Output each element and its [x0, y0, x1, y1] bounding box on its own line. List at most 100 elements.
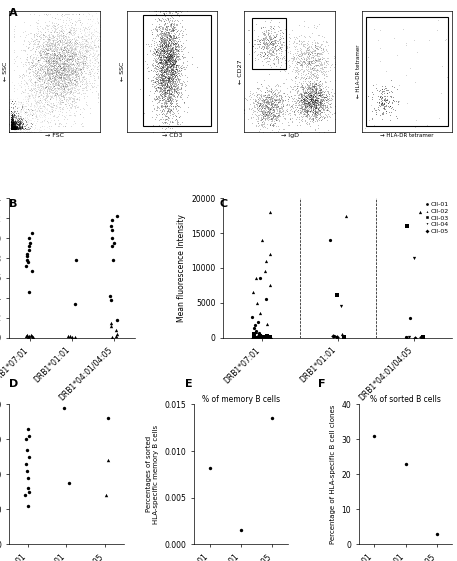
Point — [164, 63, 171, 72]
Point — [87, 68, 95, 77]
Point — [55, 72, 63, 81]
Point — [52, 45, 59, 54]
Point — [52, 76, 59, 85]
Point — [8, 121, 15, 130]
Point — [43, 63, 51, 72]
Point — [37, 53, 44, 62]
Point — [82, 59, 89, 68]
Point — [55, 77, 63, 86]
Point — [310, 71, 318, 80]
Point — [306, 101, 313, 110]
Point — [57, 54, 64, 63]
Point — [5, 126, 13, 135]
Point — [40, 84, 47, 93]
Point — [161, 57, 169, 66]
Point — [158, 30, 165, 39]
Point — [172, 57, 179, 66]
Point — [47, 66, 54, 75]
Point — [303, 93, 310, 102]
Point — [49, 38, 57, 47]
Point — [160, 33, 167, 42]
Point — [8, 123, 15, 132]
Point — [308, 94, 315, 103]
Point — [292, 56, 299, 65]
Point — [158, 34, 165, 43]
Point — [302, 59, 309, 68]
Point — [85, 25, 92, 34]
Point — [170, 88, 178, 97]
Point — [159, 123, 166, 132]
Point — [69, 97, 76, 106]
Point — [34, 83, 42, 92]
Point — [62, 52, 69, 61]
Point — [95, 49, 102, 58]
Point — [5, 119, 13, 128]
Point — [319, 99, 326, 108]
Point — [157, 53, 165, 62]
Point — [172, 62, 180, 71]
Point — [94, 58, 101, 67]
Point — [49, 22, 56, 31]
Point — [40, 43, 47, 52]
Point — [9, 111, 16, 120]
Point — [38, 80, 45, 89]
Point — [309, 98, 316, 107]
Point — [180, 99, 187, 108]
Point — [8, 117, 16, 126]
Point — [310, 107, 318, 116]
Point — [325, 56, 332, 65]
Point — [267, 91, 274, 100]
Point — [154, 102, 161, 111]
Point — [25, 85, 32, 94]
Point — [266, 103, 274, 112]
Point — [171, 25, 178, 34]
Point — [293, 57, 300, 66]
Point — [58, 55, 65, 64]
Point — [168, 21, 175, 30]
Point — [95, 42, 102, 51]
Point — [28, 85, 36, 94]
Point — [333, 333, 340, 342]
Point — [44, 45, 52, 54]
Point — [42, 48, 49, 57]
Point — [96, 20, 103, 29]
Point — [5, 99, 13, 108]
Point — [159, 89, 167, 98]
Point — [310, 48, 317, 57]
Point — [73, 66, 80, 75]
Point — [46, 66, 53, 75]
Point — [309, 105, 317, 114]
Point — [313, 72, 320, 81]
Point — [75, 45, 82, 54]
Point — [8, 124, 16, 133]
Point — [269, 30, 276, 39]
Point — [269, 414, 276, 423]
Point — [268, 100, 276, 109]
Point — [156, 58, 163, 67]
Point — [53, 57, 61, 66]
Point — [48, 85, 55, 94]
Point — [161, 74, 169, 83]
Point — [165, 8, 172, 17]
Point — [303, 39, 310, 48]
Point — [56, 62, 63, 71]
Point — [74, 81, 81, 90]
Point — [5, 102, 13, 111]
Point — [169, 41, 176, 50]
Point — [48, 61, 56, 70]
Point — [387, 103, 394, 112]
Point — [46, 72, 53, 81]
Point — [290, 38, 298, 47]
Point — [154, 77, 162, 86]
Point — [51, 66, 58, 75]
Point — [149, 62, 157, 71]
Point — [157, 60, 165, 69]
Point — [11, 121, 18, 130]
Point — [74, 68, 82, 77]
Point — [164, 36, 171, 45]
Point — [45, 30, 53, 39]
Point — [274, 79, 281, 88]
Point — [62, 56, 69, 65]
Point — [156, 44, 163, 53]
Point — [162, 108, 169, 117]
